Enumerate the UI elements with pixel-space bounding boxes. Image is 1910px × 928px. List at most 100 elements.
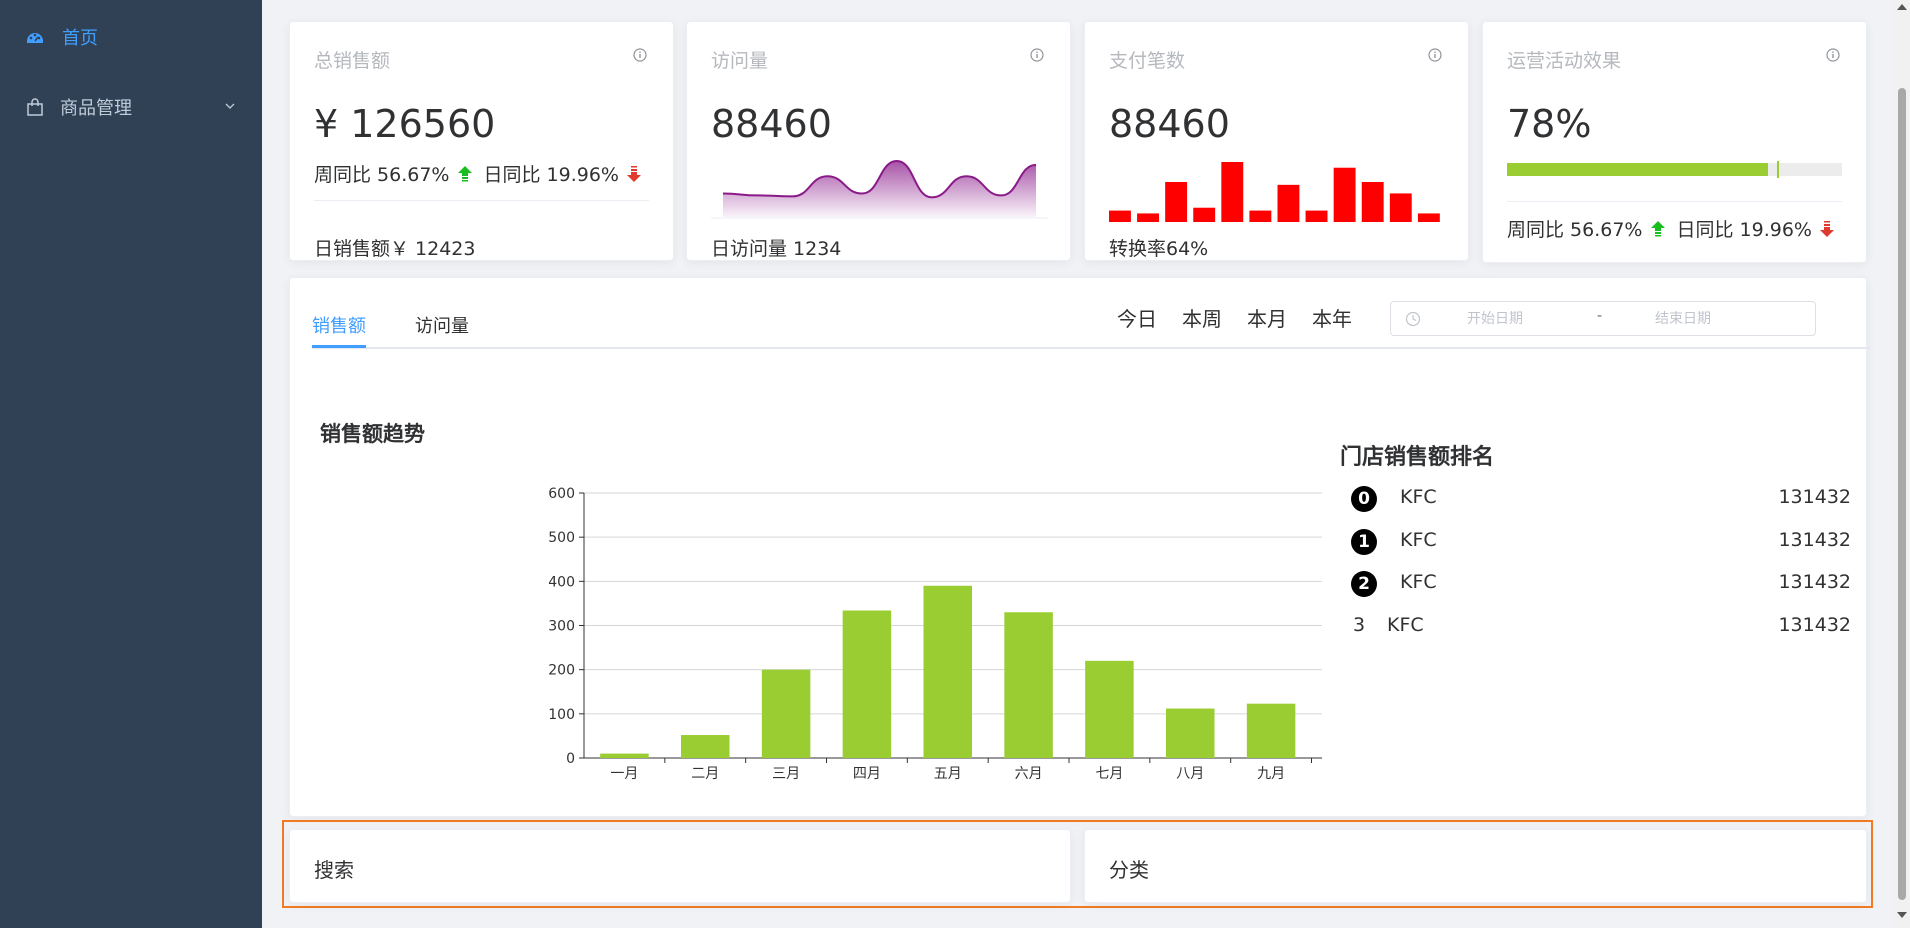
x-tick-label: 八月 xyxy=(1176,766,1204,782)
payments-bar-chart xyxy=(1109,162,1440,222)
sales-bar xyxy=(761,669,811,758)
scroll-up-arrow[interactable] xyxy=(1897,4,1907,10)
dashboard-icon xyxy=(27,33,43,43)
arrow-down-icon xyxy=(627,165,641,182)
stat-title: 访问量 xyxy=(711,50,769,72)
y-tick-label: 400 xyxy=(548,574,575,590)
x-tick-label: 七月 xyxy=(1095,766,1123,782)
x-tick-label: 三月 xyxy=(772,766,800,782)
stat-compare: 周同比 56.67% 日同比 19.96% xyxy=(314,160,653,187)
week-compare-label: 周同比 56.67% xyxy=(1507,219,1643,241)
info-icon[interactable] xyxy=(633,48,647,62)
range-today[interactable]: 今日 xyxy=(1117,307,1157,331)
main-content: 总销售额 ¥ 126560 周同比 56.67% 日同比 19.96% 日销售额… xyxy=(262,0,1894,928)
store-sales: 131432 xyxy=(1778,571,1851,593)
rank-badge: 1 xyxy=(1351,529,1377,555)
range-month[interactable]: 本月 xyxy=(1247,307,1287,331)
scroll-down-arrow[interactable] xyxy=(1897,912,1907,918)
store-sales: 131432 xyxy=(1778,614,1851,636)
y-tick-label: 300 xyxy=(548,619,575,635)
info-icon[interactable] xyxy=(1030,48,1044,62)
y-tick-label: 100 xyxy=(548,707,575,723)
x-tick-label: 五月 xyxy=(934,766,962,782)
shopping-bag-icon xyxy=(27,98,43,116)
payments-bar xyxy=(1193,207,1216,222)
info-icon[interactable] xyxy=(1428,48,1442,62)
scroll-thumb[interactable] xyxy=(1898,88,1906,900)
chevron-down-icon xyxy=(225,103,235,109)
tab-visits[interactable]: 访问量 xyxy=(415,316,469,337)
stat-title: 总销售额 xyxy=(314,50,391,72)
ranking-row: 1 KFC 131432 xyxy=(1351,527,1851,557)
stat-value: 88460 xyxy=(1109,102,1230,146)
store-name: KFC xyxy=(1400,571,1437,593)
visits-area-line xyxy=(722,159,1037,199)
bottom-panels-frame xyxy=(282,820,1873,908)
stat-compare: 周同比 56.67% 日同比 19.96% xyxy=(1507,215,1846,242)
progress-target-marker xyxy=(1776,161,1779,178)
payments-bar xyxy=(1305,210,1328,222)
clock-icon xyxy=(1405,311,1421,327)
sidebar-item-goods[interactable]: 商品管理 xyxy=(0,72,262,142)
payments-bar xyxy=(1249,210,1272,222)
sales-bar xyxy=(1085,660,1134,758)
sales-bar xyxy=(923,585,972,758)
x-tick-label: 六月 xyxy=(1015,766,1043,782)
tab-active-indicator xyxy=(312,345,366,348)
progress-track xyxy=(1507,161,1842,178)
sales-bar xyxy=(1246,703,1296,758)
ranking-row: 2 KFC 131432 xyxy=(1351,569,1851,599)
ranking-row: 0 KFC 131432 xyxy=(1351,484,1851,514)
page-scrollbar[interactable] xyxy=(1894,0,1910,928)
end-date-input[interactable] xyxy=(1623,308,1743,330)
sidebar-item-home[interactable]: 首页 xyxy=(0,2,262,72)
stat-value: ¥ 126560 xyxy=(314,102,496,146)
stat-card-payments: 支付笔数 88460 转换率64% xyxy=(1084,21,1469,261)
x-tick-label: 一月 xyxy=(610,766,638,782)
store-sales: 131432 xyxy=(1778,486,1851,508)
week-compare-label: 周同比 56.67% xyxy=(314,164,450,186)
y-tick-label: 200 xyxy=(548,663,575,679)
visits-area-fill xyxy=(723,161,1036,217)
payments-bar xyxy=(1137,213,1159,222)
date-separator: - xyxy=(1597,308,1603,324)
stat-title: 支付笔数 xyxy=(1109,50,1186,72)
ranking-row: 3 KFC 131432 xyxy=(1351,612,1851,642)
rank-badge: 2 xyxy=(1351,571,1377,597)
daily-sales: 日销售额￥ 12423 xyxy=(314,238,476,260)
stat-card-total-sales: 总销售额 ¥ 126560 周同比 56.67% 日同比 19.96% 日销售额… xyxy=(289,21,674,261)
stat-card-visits: 访问量 88460 日访问量 1234 xyxy=(686,21,1071,261)
tabs-baseline xyxy=(312,347,1870,349)
sales-card xyxy=(289,277,1867,817)
sales-bar xyxy=(1004,612,1053,758)
rank-number: 3 xyxy=(1353,614,1366,636)
daily-visits: 日访问量 1234 xyxy=(711,238,842,260)
payments-bar xyxy=(1277,184,1300,222)
payments-bar xyxy=(1361,182,1384,222)
divider xyxy=(1507,201,1842,202)
stat-value: 88460 xyxy=(711,102,832,146)
tab-sales[interactable]: 销售额 xyxy=(312,316,366,337)
day-compare-label: 日同比 19.96% xyxy=(483,164,620,186)
payments-bar xyxy=(1333,167,1356,222)
range-week[interactable]: 本周 xyxy=(1182,307,1222,331)
y-tick-label: 0 xyxy=(566,751,575,767)
category-panel[interactable]: 分类 xyxy=(1084,829,1867,903)
store-name: KFC xyxy=(1387,614,1424,636)
payments-bar xyxy=(1109,210,1131,222)
divider xyxy=(314,200,649,201)
search-panel[interactable]: 搜索 xyxy=(289,829,1071,903)
stat-card-campaign: 运营活动效果 78% 周同比 56.67% 日同比 19.96% xyxy=(1482,21,1867,263)
x-tick-label: 九月 xyxy=(1257,766,1285,782)
info-icon[interactable] xyxy=(1826,48,1840,62)
sales-bar xyxy=(681,735,730,758)
store-name: KFC xyxy=(1400,529,1437,551)
rank-badge: 0 xyxy=(1351,486,1377,512)
date-range-picker[interactable]: - xyxy=(1390,301,1816,336)
sales-bar xyxy=(1166,708,1215,758)
chart-title: 销售额趋势 xyxy=(320,422,425,446)
range-year[interactable]: 本年 xyxy=(1312,307,1352,331)
sales-card-content: 销售额 访问量 今日 本周 本月 本年 - 销售额趋势 0 100 200 300 40… xyxy=(262,0,1894,820)
sidebar-item-label: 首页 xyxy=(62,28,98,49)
start-date-input[interactable] xyxy=(1435,308,1555,330)
